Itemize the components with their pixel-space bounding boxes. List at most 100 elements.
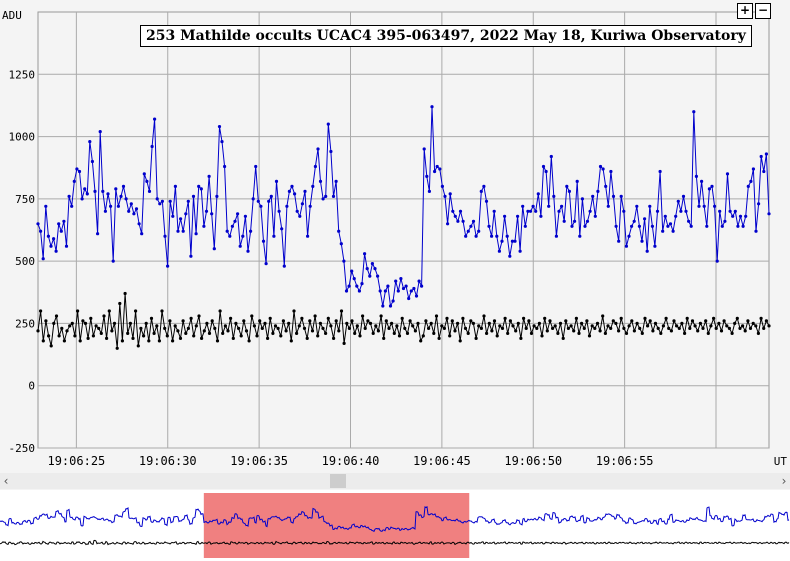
data-point [403,326,407,330]
data-point [484,199,489,203]
zoom-in-button[interactable]: + [737,3,753,19]
data-point [585,319,589,323]
data-point [254,164,258,169]
data-point [598,164,603,169]
data-point [736,224,740,228]
data-point [407,296,411,301]
data-point [255,334,259,338]
data-point [271,331,275,335]
data-point [191,194,196,198]
y-tick-label: 250 [15,317,35,330]
data-point [674,214,678,218]
data-point [680,321,684,325]
data-point [430,105,434,109]
data-point [671,229,675,233]
data-point [272,234,276,238]
data-point [598,329,602,333]
data-point [456,219,460,223]
data-point [68,324,72,328]
scroll-thumb[interactable] [330,474,346,488]
data-point [565,184,569,188]
data-point [477,229,481,233]
data-point [260,326,264,330]
data-point [646,324,650,328]
data-point [316,334,320,338]
data-point [88,140,92,144]
data-point [743,329,747,333]
data-point [591,194,595,198]
data-point [762,169,766,174]
data-point [75,167,79,171]
data-point [549,154,553,159]
data-point [52,237,56,241]
data-point [246,249,250,253]
data-point [524,326,528,330]
data-point [728,209,732,213]
scroll-right-icon[interactable]: › [781,474,787,488]
x-tick-label: 19:06:25 [47,454,105,468]
data-point [347,326,351,330]
data-point [653,321,658,325]
data-point [595,321,600,325]
data-point [624,244,629,248]
zoom-out-button[interactable]: − [755,3,771,19]
data-point [313,314,317,318]
data-point [446,222,450,226]
data-point [321,326,325,330]
data-point [574,316,579,320]
data-point [683,331,687,335]
data-point [160,309,164,313]
data-point [368,321,373,325]
data-point [147,189,152,193]
data-point [553,324,557,328]
data-point [123,291,127,296]
data-point [735,316,739,320]
data-point [243,214,247,218]
data-point [606,204,610,208]
data-point [218,309,222,313]
data-point [658,169,662,174]
data-point [49,344,53,348]
data-point [697,204,701,208]
data-point [416,321,420,325]
data-point [659,331,663,335]
data-point [707,187,712,191]
data-point [540,334,544,338]
scroll-left-icon[interactable]: ‹ [3,474,9,488]
data-point [679,209,683,213]
data-point [463,326,468,330]
data-point [490,234,494,238]
data-point [36,222,40,226]
data-point [471,321,475,325]
overview-selection[interactable] [203,493,470,558]
data-point [690,319,695,323]
data-point [81,319,85,323]
data-point [667,326,671,330]
data-point [57,334,61,338]
data-point [213,326,217,330]
data-point [521,204,525,208]
data-point [212,247,216,251]
data-point [168,199,172,203]
data-point [453,329,457,333]
data-point [701,326,705,330]
overview-navigator[interactable] [0,490,790,561]
data-point [147,339,151,343]
data-point [334,179,338,183]
data-point [321,197,325,201]
data-point [503,316,507,320]
data-point [207,331,212,335]
data-point [627,234,631,238]
data-point [635,204,639,208]
data-point [259,204,263,208]
data-point [303,189,307,193]
data-point [64,244,69,248]
data-point [65,329,69,333]
data-point [62,339,66,343]
data-point [295,331,299,335]
horizontal-scrollbar[interactable]: ‹ › [0,473,790,489]
data-point [656,326,660,330]
data-point [176,329,180,333]
data-point [487,321,491,325]
data-point [57,222,61,226]
